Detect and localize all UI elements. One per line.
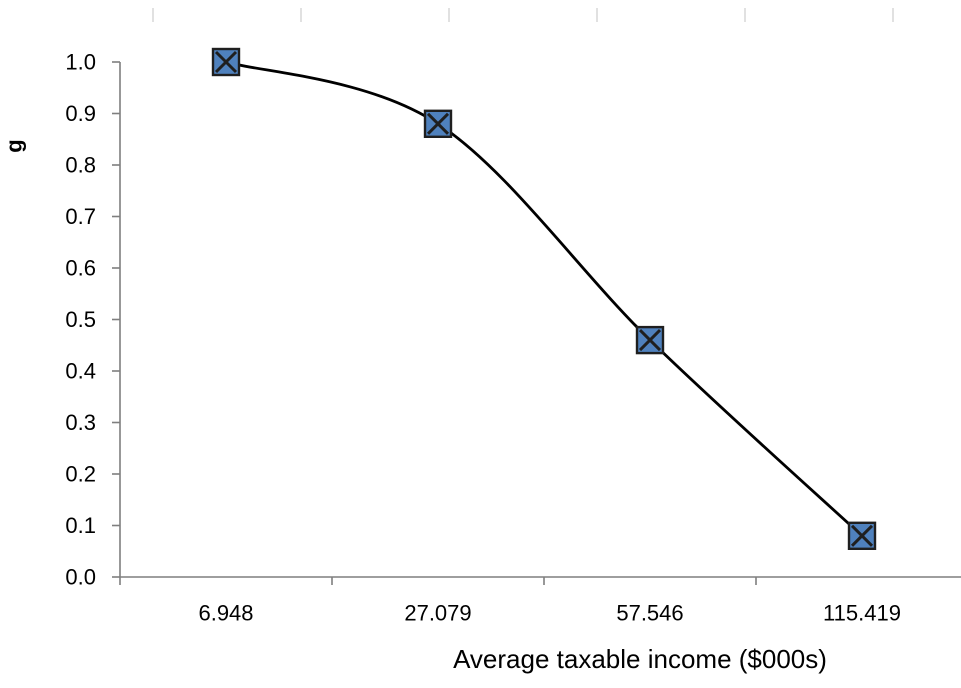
data-point-marker — [211, 47, 241, 77]
y-tick-label: 0.9 — [65, 101, 96, 126]
marker-cross — [850, 524, 874, 547]
y-axis-title: g — [2, 139, 27, 152]
y-tick-label: 0.4 — [65, 359, 96, 384]
y-tick-label: 0.1 — [65, 513, 96, 538]
y-ticks — [112, 61, 120, 578]
data-point-marker — [635, 325, 665, 355]
x-tick-label: 115.419 — [823, 601, 901, 626]
x-axis: 6.948 27.079 57.546 115.419 — [119, 576, 961, 626]
marker-cross — [638, 329, 662, 352]
y-tick-label: 0.0 — [65, 565, 96, 590]
y-tick-label: 0.8 — [65, 153, 96, 178]
data-point-marker — [423, 109, 453, 139]
x-tick-label: 27.079 — [404, 601, 471, 626]
y-tick-labels: 0.0 0.1 0.2 0.3 0.4 0.5 0.6 0.7 0.8 0.9 1.0 — [65, 50, 96, 590]
y-tick-label: 0.7 — [65, 204, 96, 229]
marker-cross — [214, 50, 238, 74]
y-tick-label: 0.2 — [65, 462, 96, 487]
y-tick-label: 1.0 — [65, 50, 96, 75]
y-axis: 0.0 0.1 0.2 0.3 0.4 0.5 0.6 0.7 0.8 0.9 1.0 — [65, 50, 121, 590]
data-series — [211, 47, 877, 550]
series-line — [225, 60, 863, 537]
x-tick-labels: 6.948 27.079 57.546 115.419 — [198, 601, 900, 626]
marker-cross — [426, 112, 450, 135]
y-tick-label: 0.6 — [65, 256, 96, 281]
data-markers — [211, 47, 877, 550]
y-tick-label: 0.5 — [65, 307, 96, 332]
x-tick-label: 6.948 — [198, 601, 253, 626]
x-ticks — [119, 577, 757, 585]
x-axis-title: Average taxable income ($000s) — [453, 644, 827, 674]
x-tick-label: 57.546 — [616, 601, 683, 626]
top-tick-marks — [152, 8, 894, 22]
data-point-marker — [847, 521, 877, 550]
y-tick-label: 0.3 — [65, 410, 96, 435]
